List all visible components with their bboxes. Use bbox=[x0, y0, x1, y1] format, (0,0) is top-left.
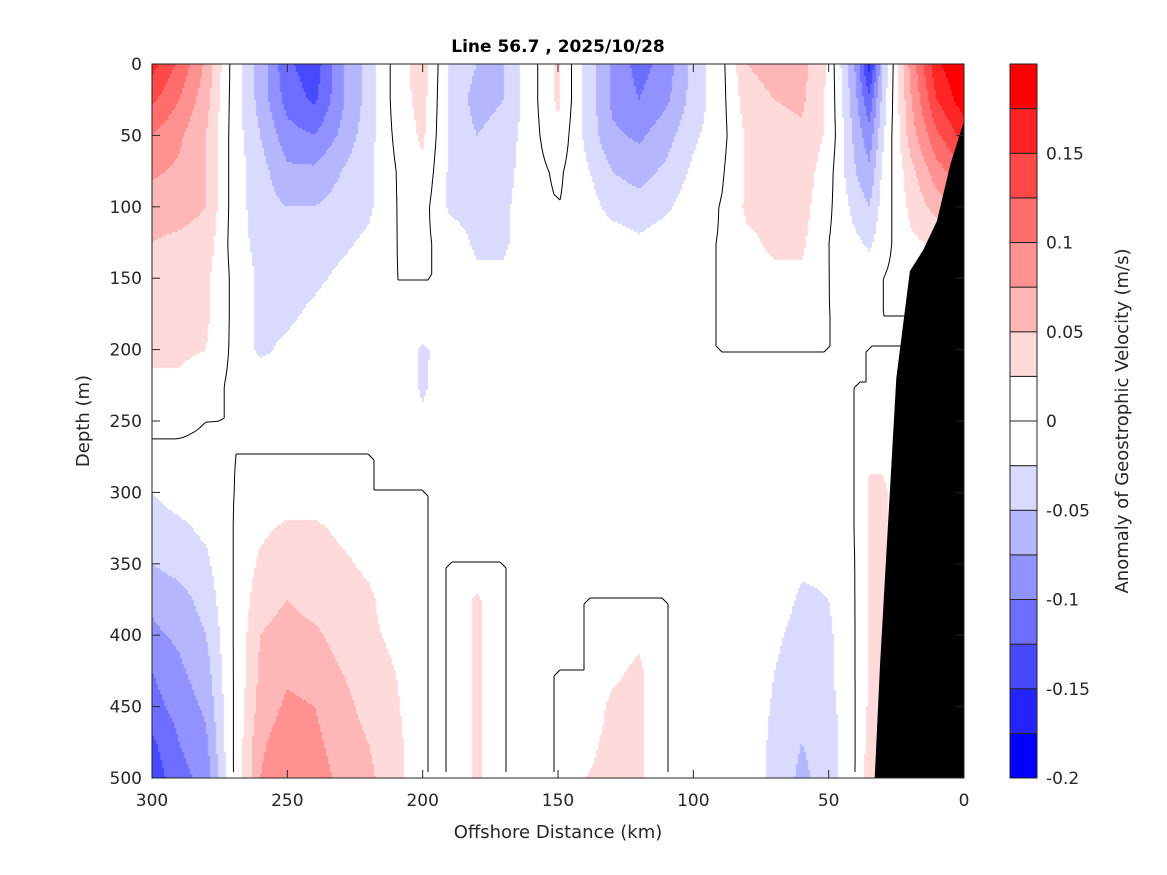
y-tick-label: 500 bbox=[110, 769, 142, 789]
colorbar-frame bbox=[1009, 63, 1038, 779]
y-tick-label: 400 bbox=[110, 626, 142, 646]
y-tick-label: 300 bbox=[110, 483, 142, 503]
y-tick-label: 200 bbox=[110, 341, 142, 361]
bathymetry-polygon bbox=[874, 121, 964, 779]
colorbar-band bbox=[1009, 688, 1038, 734]
chart-title: Line 56.7 , 2025/10/28 bbox=[451, 37, 665, 57]
colorbar-band bbox=[1009, 554, 1038, 600]
y-axis-ticks: 0 50 100 150 200 250 300 350 400 450 500 bbox=[110, 55, 964, 789]
x-tick-label: 0 bbox=[959, 791, 970, 811]
y-tick-label: 50 bbox=[120, 126, 142, 146]
y-tick-label: 150 bbox=[110, 269, 142, 289]
colorbar-tick-label: 0.05 bbox=[1046, 323, 1084, 343]
x-tick-label: 150 bbox=[542, 791, 574, 811]
colorbar-band bbox=[1009, 286, 1038, 333]
colorbar-band bbox=[1009, 420, 1038, 467]
colorbar: 0.15 0.1 0.05 0 -0.05 -0.1 -0.15 -0.2 bbox=[1009, 63, 1090, 789]
colorbar-band bbox=[1009, 375, 1038, 422]
x-tick-label: 100 bbox=[677, 791, 709, 811]
colorbar-band bbox=[1009, 108, 1038, 154]
x-tick-label: 200 bbox=[406, 791, 438, 811]
colorbar-band bbox=[1009, 197, 1038, 243]
y-tick-label: 250 bbox=[110, 412, 142, 432]
x-tick-label: 50 bbox=[818, 791, 840, 811]
plot-area: 300 250 200 150 100 50 0 050100150200250300350… bbox=[110, 55, 970, 811]
colorbar-band bbox=[1009, 732, 1038, 779]
x-tick-label: 300 bbox=[136, 791, 168, 811]
x-tick-label: 250 bbox=[271, 791, 303, 811]
colorbar-band bbox=[1009, 152, 1038, 199]
colorbar-tick-label: 0 bbox=[1046, 412, 1057, 432]
colorbar-band bbox=[1009, 465, 1038, 511]
colorbar-band bbox=[1009, 331, 1038, 377]
colorbar-band bbox=[1009, 599, 1038, 645]
x-axis-ticks: 300 250 200 150 100 50 0 bbox=[136, 64, 970, 811]
colorbar-tick-label: -0.15 bbox=[1046, 680, 1090, 700]
colorbar-band bbox=[1009, 63, 1038, 110]
y-tick-label: 100 bbox=[110, 198, 142, 218]
y-tick-label: 350 bbox=[110, 555, 142, 575]
colorbar-tick-label: 0.15 bbox=[1046, 144, 1084, 164]
colorbar-tick-label: 0.1 bbox=[1046, 234, 1073, 254]
colorbar-band bbox=[1009, 643, 1038, 690]
colorbar-label: Anomaly of Geostrophic Velocity (m/s) bbox=[1112, 248, 1133, 593]
colorbar-tick-label: -0.1 bbox=[1046, 591, 1079, 611]
contour-field bbox=[152, 64, 964, 778]
x-axis-label: Offshore Distance (km) bbox=[454, 822, 663, 843]
colorbar-band bbox=[1009, 242, 1038, 288]
y-tick-label: 450 bbox=[110, 698, 142, 718]
colorbar-band bbox=[1009, 509, 1038, 556]
colorbar-tick-label: -0.2 bbox=[1046, 769, 1079, 789]
colorbar-tick-label: -0.05 bbox=[1046, 501, 1090, 521]
y-tick-label: 0 bbox=[131, 55, 142, 75]
y-axis-label: Depth (m) bbox=[73, 375, 94, 467]
